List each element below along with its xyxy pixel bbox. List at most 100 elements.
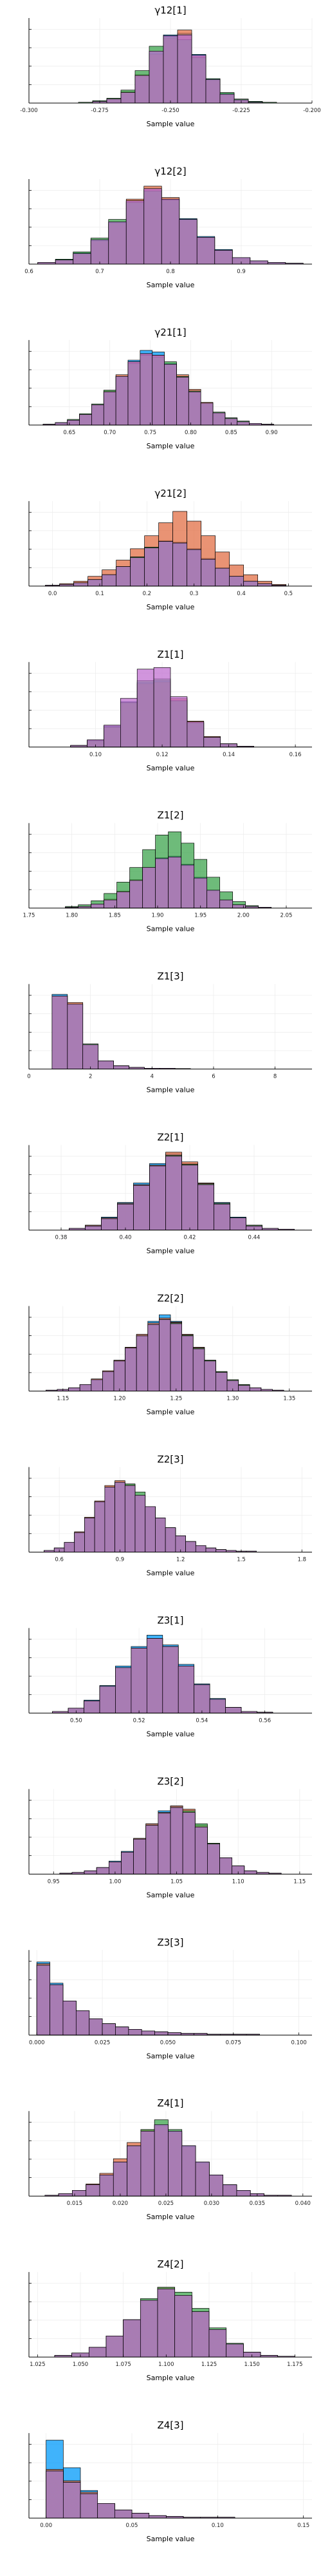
x-axis-label: Sample value — [147, 2052, 195, 2060]
histogram-bar — [131, 2513, 150, 2519]
histogram-bar — [181, 864, 195, 909]
histogram-bar — [115, 2027, 129, 2036]
histogram-bar — [244, 1870, 257, 1875]
x-tick-label: -0.275 — [91, 108, 108, 114]
histogram-bar — [91, 904, 105, 909]
histogram-bar — [205, 79, 221, 104]
x-tick-label: 0.15 — [297, 2523, 309, 2529]
x-tick-label: 0.90 — [266, 430, 278, 436]
histogram-bar — [67, 1004, 84, 1069]
histogram-bar — [136, 669, 154, 748]
x-tick-label: -0.225 — [232, 108, 250, 114]
histogram-bar — [105, 2336, 124, 2358]
histogram-bar — [191, 2311, 210, 2358]
histogram-bar — [124, 1485, 136, 1552]
x-tick-label: 0.65 — [63, 430, 75, 436]
x-tick-label: 0 — [27, 1074, 30, 1080]
histogram-bar — [168, 2131, 183, 2197]
histogram-bar — [79, 1384, 92, 1391]
histogram-bar — [99, 2175, 114, 2197]
histogram-bar — [158, 541, 174, 587]
x-tick-label: 0.100 — [291, 2039, 306, 2046]
histogram-bar — [64, 1541, 75, 1552]
histogram-bar — [115, 1482, 125, 1552]
histogram-bar — [55, 422, 68, 426]
chart-title: Z1[2] — [157, 810, 183, 821]
x-tick-label: 1.95 — [194, 913, 206, 919]
histogram-bar — [214, 250, 233, 265]
x-tick-label: 0.85 — [225, 430, 237, 436]
x-tick-label: 1.050 — [73, 2361, 88, 2368]
histogram-bar — [91, 405, 104, 426]
histogram-bar — [185, 1541, 196, 1552]
histogram-bar — [216, 1372, 228, 1391]
histogram-bar — [89, 2018, 103, 2036]
histogram-bar — [74, 1532, 85, 1552]
x-axis-label: Sample value — [147, 442, 195, 450]
x-tick-label: 0.0 — [48, 591, 57, 597]
chart-title: Z2[2] — [157, 1293, 183, 1304]
x-tick-label: 1.150 — [244, 2361, 259, 2368]
histogram-bar — [102, 2023, 116, 2036]
histogram-bar — [167, 2032, 181, 2036]
panel-0: γ12[1] -0.300 -0.275 -0.250 -0.225 -0.200 Samp… — [20, 5, 320, 128]
histogram-bar — [187, 721, 205, 748]
histogram-bar — [88, 2347, 107, 2358]
histogram-bar — [130, 557, 145, 587]
x-tick-label: 1.100 — [158, 2361, 174, 2368]
histogram-bar — [158, 1813, 171, 1875]
histogram-bar — [84, 1518, 95, 1552]
chart-title: Z4[3] — [157, 2419, 183, 2431]
panel-2: γ21[1] 0.65 0.70 0.75 0.80 0.85 0.90 Sample val… — [28, 327, 312, 450]
x-tick-label: 0.020 — [113, 2200, 128, 2207]
x-tick-label: 0.3 — [190, 591, 199, 597]
histogram-bar — [208, 2329, 227, 2358]
histogram-bar — [188, 391, 201, 426]
histogram-bar — [134, 75, 150, 104]
x-tick-label: 1.15 — [57, 1396, 69, 1402]
x-tick-label: 0.56 — [259, 1717, 271, 1724]
histogram-bar — [181, 1335, 194, 1391]
histogram-bar — [159, 1319, 171, 1391]
histogram-bar — [46, 2470, 64, 2519]
histogram-bar — [162, 1646, 179, 1713]
histogram-bar — [36, 1965, 50, 2036]
x-tick-label: 0.80 — [185, 430, 197, 436]
histogram-bar — [123, 2319, 141, 2358]
chart-title: Z2[3] — [157, 1453, 183, 1465]
chart-title: Z4[2] — [157, 2258, 183, 2270]
panel-11: Z3[2] 0.95 1.00 1.05 1.10 1.15 Sample value — [28, 1775, 312, 1899]
histogram-bar — [154, 2031, 169, 2036]
histogram-bar — [201, 558, 216, 587]
histogram-bar — [155, 858, 169, 909]
histogram-bar — [117, 1203, 134, 1230]
chart-title: Z3[2] — [157, 1775, 183, 1787]
x-tick-label: 0.14 — [223, 752, 235, 758]
histogram-bar — [212, 412, 226, 426]
histogram-bar — [161, 198, 180, 265]
x-tick-label: -0.250 — [161, 108, 179, 114]
histogram-bar — [225, 1707, 242, 1713]
x-tick-label: 0.42 — [184, 1235, 196, 1241]
chart-title: γ21[2] — [154, 488, 186, 499]
histogram-bar — [127, 2145, 142, 2197]
histogram-bar — [129, 880, 143, 909]
histogram-bar — [197, 1184, 214, 1230]
x-tick-label: 1.25 — [170, 1396, 182, 1402]
x-tick-label: -0.300 — [20, 108, 37, 114]
histogram-bar — [152, 355, 165, 426]
histogram-bar — [243, 580, 259, 587]
x-tick-label: 1.075 — [115, 2361, 131, 2368]
x-tick-label: 0.025 — [95, 2039, 110, 2046]
histogram-bar — [140, 2131, 155, 2197]
panel-10: Z3[1] 0.50 0.52 0.54 0.56 Sample value — [28, 1614, 312, 1738]
histogram-bar — [181, 2145, 196, 2197]
histogram-bar — [154, 2124, 169, 2197]
x-tick-label: 0.050 — [160, 2039, 176, 2046]
histogram-bar — [176, 377, 189, 426]
chart-title: Z1[1] — [157, 649, 183, 660]
x-axis-label: Sample value — [147, 1730, 195, 1738]
panel-15: Z4[3] 0.00 0.05 0.10 0.15 Sample value — [28, 2419, 312, 2543]
x-tick-label: 1.10 — [232, 1878, 244, 1885]
x-tick-label: 0.035 — [250, 2200, 265, 2207]
